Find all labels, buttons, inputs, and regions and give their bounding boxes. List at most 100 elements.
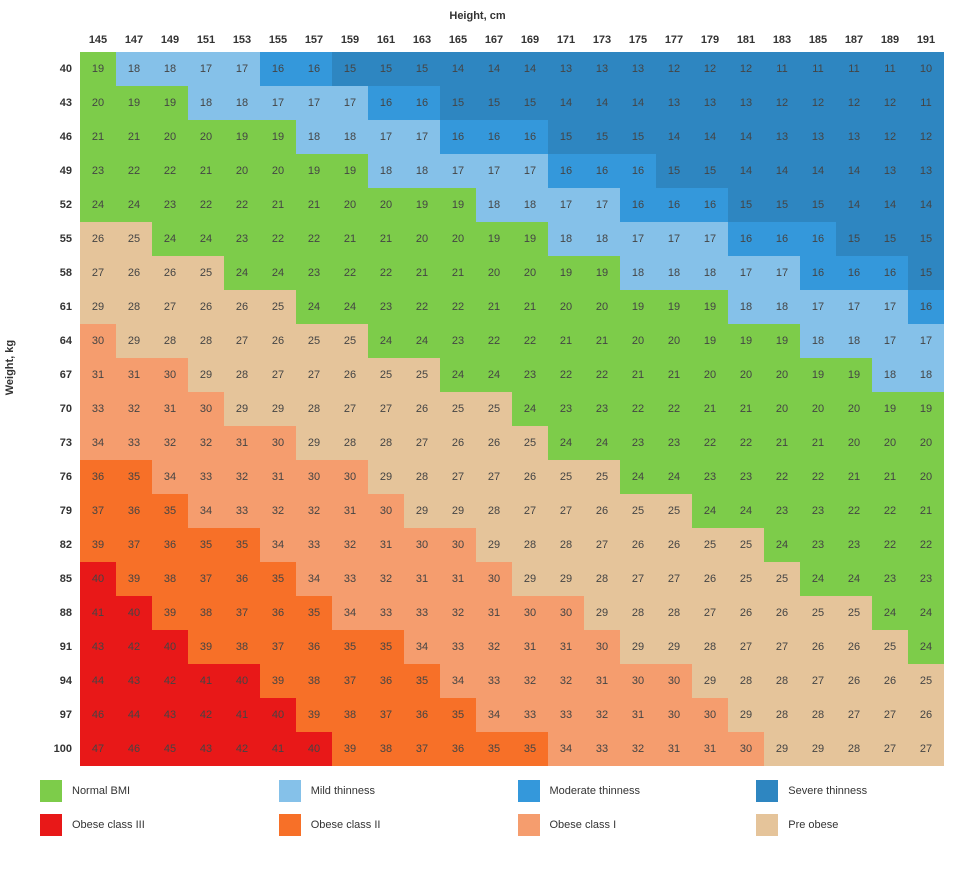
bmi-cell: 12 [908, 120, 944, 154]
bmi-cell: 30 [296, 460, 332, 494]
bmi-cell: 27 [656, 562, 692, 596]
legend-item: Obese class II [279, 814, 468, 836]
bmi-cell: 25 [836, 596, 872, 630]
bmi-cell: 42 [116, 630, 152, 664]
bmi-cell: 16 [872, 256, 908, 290]
bmi-cell: 29 [80, 290, 116, 324]
bmi-cell: 31 [404, 562, 440, 596]
bmi-cell: 20 [260, 154, 296, 188]
bmi-cell: 14 [512, 52, 548, 86]
bmi-cell: 35 [188, 528, 224, 562]
bmi-cell: 22 [764, 460, 800, 494]
bmi-cell: 28 [116, 290, 152, 324]
table-row: 7636353433323130302928272726252524242323… [40, 460, 944, 494]
bmi-cell: 22 [404, 290, 440, 324]
bmi-cell: 20 [836, 426, 872, 460]
bmi-cell: 46 [116, 732, 152, 766]
table-row: 7033323130292928272726252524232322222121… [40, 392, 944, 426]
bmi-cell: 14 [476, 52, 512, 86]
bmi-cell: 25 [332, 324, 368, 358]
bmi-cell: 21 [260, 188, 296, 222]
bmi-cell: 21 [368, 222, 404, 256]
bmi-cell: 36 [260, 596, 296, 630]
bmi-cell: 30 [404, 528, 440, 562]
bmi-cell: 19 [548, 256, 584, 290]
bmi-cell: 16 [620, 188, 656, 222]
bmi-cell: 33 [188, 460, 224, 494]
bmi-cell: 24 [620, 460, 656, 494]
bmi-cell: 26 [764, 596, 800, 630]
bmi-cell: 21 [584, 324, 620, 358]
bmi-cell: 26 [836, 630, 872, 664]
bmi-cell: 20 [80, 86, 116, 120]
bmi-cell: 27 [584, 528, 620, 562]
bmi-cell: 32 [116, 392, 152, 426]
bmi-cell: 36 [440, 732, 476, 766]
bmi-cell: 44 [116, 698, 152, 732]
weight-header: 58 [40, 256, 80, 290]
bmi-cell: 41 [224, 698, 260, 732]
bmi-cell: 25 [476, 392, 512, 426]
weight-header: 52 [40, 188, 80, 222]
bmi-cell: 15 [620, 120, 656, 154]
bmi-cell: 24 [512, 392, 548, 426]
bmi-cell: 15 [476, 86, 512, 120]
bmi-cell: 31 [512, 630, 548, 664]
bmi-cell: 10 [908, 52, 944, 86]
bmi-cell: 29 [476, 528, 512, 562]
bmi-cell: 22 [296, 222, 332, 256]
bmi-cell: 19 [440, 188, 476, 222]
bmi-cell: 22 [440, 290, 476, 324]
bmi-cell: 30 [656, 698, 692, 732]
bmi-cell: 19 [512, 222, 548, 256]
table-row: 5827262625242423222221212020191918181817… [40, 256, 944, 290]
bmi-cell: 39 [332, 732, 368, 766]
bmi-cell: 33 [440, 630, 476, 664]
bmi-cell: 17 [332, 86, 368, 120]
bmi-cell: 36 [224, 562, 260, 596]
bmi-cell: 18 [584, 222, 620, 256]
bmi-cell: 43 [116, 664, 152, 698]
bmi-cell: 14 [620, 86, 656, 120]
bmi-cell: 32 [152, 426, 188, 460]
bmi-cell: 24 [368, 324, 404, 358]
bmi-cell: 26 [836, 664, 872, 698]
bmi-cell: 27 [296, 358, 332, 392]
height-header: 171 [548, 28, 584, 52]
bmi-cell: 25 [728, 562, 764, 596]
bmi-cell: 32 [512, 664, 548, 698]
bmi-cell: 26 [476, 426, 512, 460]
bmi-cell: 22 [476, 324, 512, 358]
bmi-cell: 28 [548, 528, 584, 562]
weight-header: 61 [40, 290, 80, 324]
bmi-cell: 18 [908, 358, 944, 392]
height-header: 161 [368, 28, 404, 52]
height-header: 179 [692, 28, 728, 52]
bmi-cell: 33 [332, 562, 368, 596]
legend-item: Pre obese [756, 814, 945, 836]
height-header: 177 [656, 28, 692, 52]
bmi-cell: 30 [656, 664, 692, 698]
bmi-cell: 20 [800, 392, 836, 426]
bmi-cell: 22 [512, 324, 548, 358]
bmi-cell: 20 [368, 188, 404, 222]
bmi-cell: 34 [404, 630, 440, 664]
bmi-cell: 15 [800, 188, 836, 222]
bmi-cell: 19 [620, 290, 656, 324]
bmi-cell: 20 [728, 358, 764, 392]
bmi-cell: 33 [80, 392, 116, 426]
bmi-cell: 30 [152, 358, 188, 392]
table-row: 7334333232313029282827262625242423232222… [40, 426, 944, 460]
table-row: 4019181817171616151515141414131313121212… [40, 52, 944, 86]
bmi-cell: 31 [260, 460, 296, 494]
bmi-cell: 14 [908, 188, 944, 222]
legend-swatch [518, 814, 540, 836]
bmi-cell: 38 [224, 630, 260, 664]
bmi-cell: 16 [260, 52, 296, 86]
bmi-cell: 30 [440, 528, 476, 562]
table-row: 5224242322222121202019191818171716161615… [40, 188, 944, 222]
bmi-cell: 19 [116, 86, 152, 120]
weight-header: 85 [40, 562, 80, 596]
bmi-cell: 15 [908, 222, 944, 256]
bmi-cell: 15 [908, 256, 944, 290]
